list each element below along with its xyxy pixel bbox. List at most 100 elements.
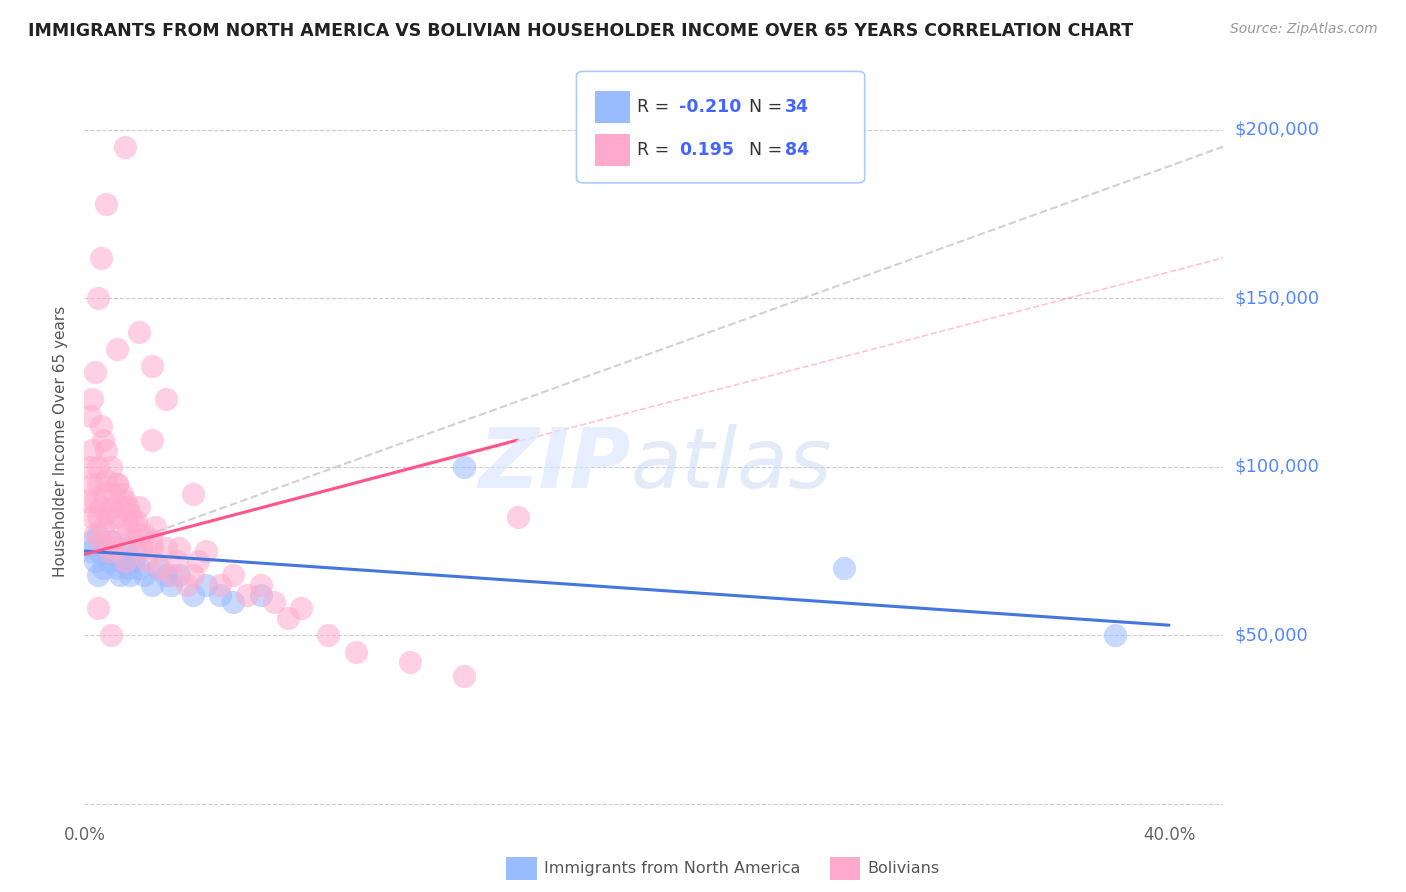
Point [100, 500, 122, 515]
Point [94, 473, 117, 487]
Point [111, 500, 134, 515]
Point [84, 527, 107, 541]
Point [398, 655, 420, 669]
Point [128, 500, 150, 515]
Point [82, 510, 104, 524]
Point [141, 359, 163, 373]
Point [105, 476, 128, 491]
Text: Source: ZipAtlas.com: Source: ZipAtlas.com [1230, 22, 1378, 37]
Point [87, 510, 110, 524]
Point [135, 554, 157, 568]
Point [181, 567, 204, 582]
Point [195, 578, 218, 592]
Point [155, 541, 177, 555]
Point [100, 459, 122, 474]
Point [1104, 628, 1126, 642]
Point [117, 500, 139, 515]
Point [128, 527, 150, 541]
Point [90, 548, 112, 562]
Text: N =: N = [749, 141, 789, 159]
Point [132, 527, 155, 541]
Point [108, 527, 131, 541]
Text: $50,000: $50,000 [1234, 626, 1308, 644]
Point [82, 392, 104, 407]
Point [169, 541, 191, 555]
Point [208, 588, 231, 602]
Text: $150,000: $150,000 [1234, 289, 1319, 308]
Point [111, 487, 134, 501]
Point [90, 533, 112, 548]
Point [128, 561, 150, 575]
Point [318, 628, 340, 642]
Point [105, 476, 128, 491]
Point [93, 487, 115, 501]
Point [108, 567, 131, 582]
Point [93, 561, 115, 575]
Point [93, 520, 115, 534]
Point [114, 493, 136, 508]
Point [111, 554, 134, 568]
Point [122, 554, 145, 568]
Point [120, 567, 142, 582]
Point [176, 578, 198, 592]
Point [82, 476, 104, 491]
Point [117, 520, 139, 534]
Point [249, 588, 271, 602]
Text: R =: R = [637, 97, 675, 116]
Text: 0.195: 0.195 [679, 141, 734, 159]
Point [146, 561, 169, 575]
Point [832, 561, 855, 575]
Point [125, 514, 148, 528]
Point [103, 548, 125, 562]
Point [131, 541, 153, 555]
Point [128, 325, 150, 339]
Point [114, 139, 136, 153]
Point [122, 514, 145, 528]
Point [114, 541, 136, 555]
Point [120, 507, 142, 521]
Point [141, 578, 163, 592]
Point [87, 291, 110, 305]
Point [263, 594, 285, 608]
Point [87, 601, 110, 615]
Point [90, 251, 112, 265]
Point [94, 541, 117, 555]
Text: -0.210: -0.210 [679, 97, 741, 116]
Point [100, 533, 122, 548]
Point [236, 588, 259, 602]
Point [132, 567, 155, 582]
Point [155, 392, 177, 407]
Point [100, 533, 122, 548]
Point [181, 588, 204, 602]
Point [344, 645, 367, 659]
Text: $100,000: $100,000 [1234, 458, 1319, 475]
Point [84, 554, 107, 568]
Point [94, 442, 117, 457]
Point [87, 476, 110, 491]
Point [84, 366, 107, 380]
Point [125, 548, 148, 562]
Point [90, 419, 112, 434]
Point [143, 520, 166, 534]
Point [97, 510, 120, 524]
Point [90, 500, 112, 515]
Text: atlas: atlas [631, 424, 832, 505]
Point [195, 544, 218, 558]
Point [105, 342, 128, 356]
Point [105, 561, 128, 575]
Point [87, 527, 110, 541]
Point [181, 487, 204, 501]
Point [103, 541, 125, 555]
Point [453, 459, 475, 474]
Point [160, 578, 183, 592]
Point [93, 433, 115, 447]
Point [87, 459, 110, 474]
Point [222, 594, 245, 608]
Point [79, 409, 101, 424]
Point [122, 533, 145, 548]
Text: Immigrants from North America: Immigrants from North America [544, 862, 800, 876]
Point [155, 567, 177, 582]
Point [117, 561, 139, 575]
Point [82, 442, 104, 457]
Text: IMMIGRANTS FROM NORTH AMERICA VS BOLIVIAN HOUSEHOLDER INCOME OVER 65 YEARS CORRE: IMMIGRANTS FROM NORTH AMERICA VS BOLIVIA… [28, 22, 1133, 40]
